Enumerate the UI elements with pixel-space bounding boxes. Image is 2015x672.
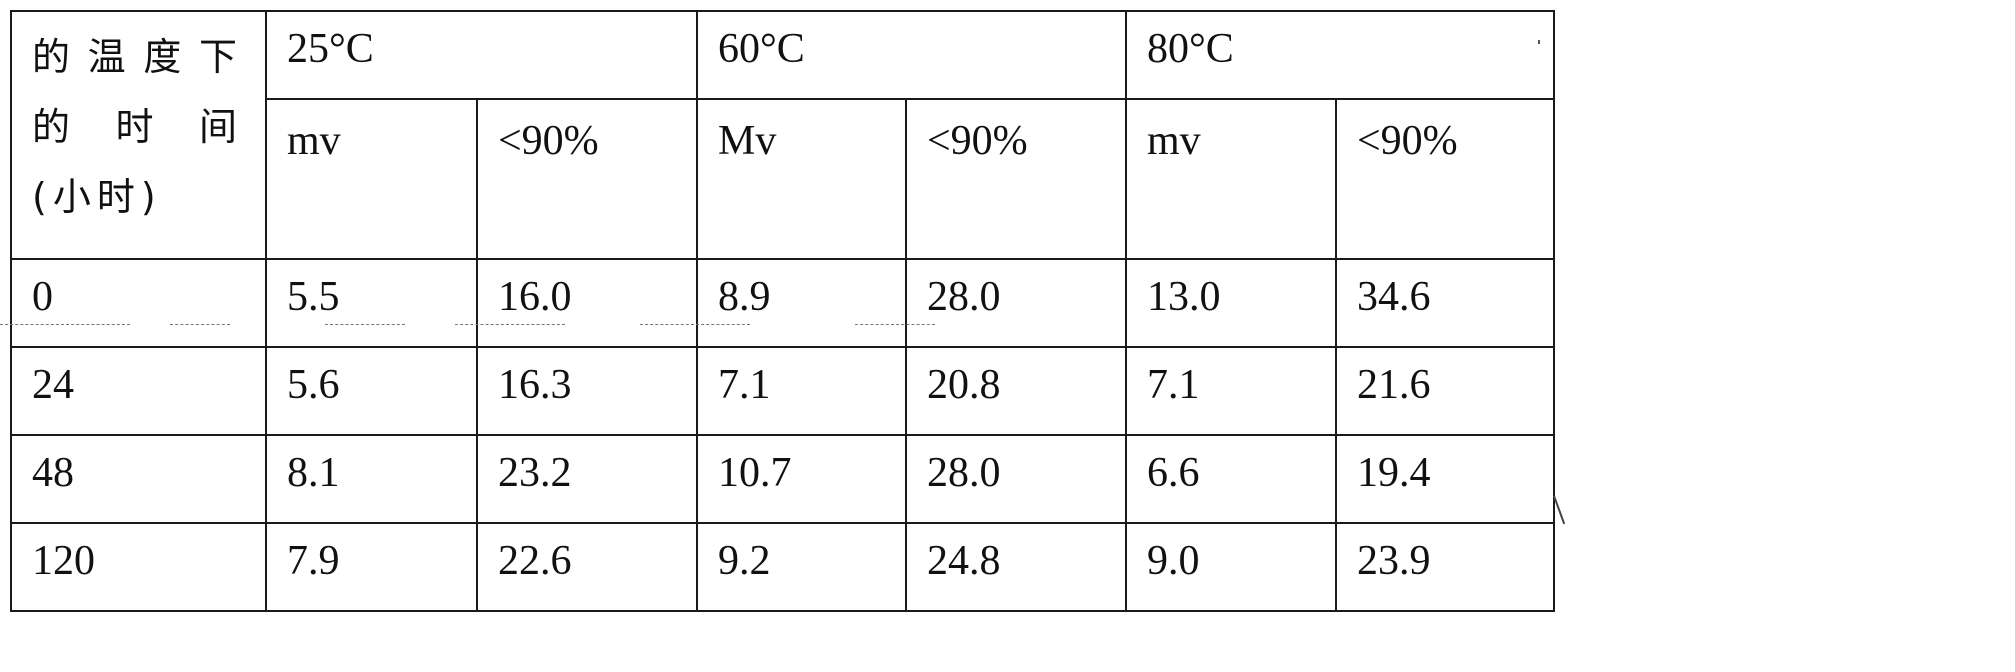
value-cell: 8.9 (697, 259, 906, 347)
scan-artifact-line (640, 324, 750, 325)
scan-artifact-line (325, 324, 405, 325)
table-row: 120 7.9 22.6 9.2 24.8 9.0 23.9 (11, 523, 1554, 611)
subheader-25c-mv: mv (266, 99, 477, 259)
value-cell: 34.6 (1336, 259, 1554, 347)
value-cell: 7.1 (1126, 347, 1336, 435)
value-cell: 7.9 (266, 523, 477, 611)
value-cell: 20.8 (906, 347, 1126, 435)
value-cell: 10.7 (697, 435, 906, 523)
value-cell: 5.6 (266, 347, 477, 435)
value-cell: 16.0 (477, 259, 697, 347)
value-cell: 8.1 (266, 435, 477, 523)
scan-artifact-dot (1538, 40, 1540, 44)
table-row: 24 5.6 16.3 7.1 20.8 7.1 21.6 (11, 347, 1554, 435)
stability-table: 的温度下 的 时 间 (小时) 25°C 60°C 80°C mv <90% M… (10, 10, 1555, 612)
row-header-line-1: 的温度下 (32, 22, 265, 92)
row-header-cell: 的温度下 的 时 间 (小时) (11, 11, 266, 259)
scan-artifact-line (455, 324, 565, 325)
table-row: 48 8.1 23.2 10.7 28.0 6.6 19.4 (11, 435, 1554, 523)
value-cell: 6.6 (1126, 435, 1336, 523)
value-cell: 21.6 (1336, 347, 1554, 435)
value-cell: 5.5 (266, 259, 477, 347)
temp-header-25c: 25°C (266, 11, 697, 99)
time-cell: 120 (11, 523, 266, 611)
header-row-temperature: 的温度下 的 时 间 (小时) 25°C 60°C 80°C (11, 11, 1554, 99)
subheader-60c-lt90: <90% (906, 99, 1126, 259)
scan-artifact-line (855, 324, 935, 325)
scan-artifact-line (170, 324, 230, 325)
scan-artifact-line (0, 324, 130, 325)
stability-table-container: 的温度下 的 时 间 (小时) 25°C 60°C 80°C mv <90% M… (10, 10, 1555, 612)
value-cell: 19.4 (1336, 435, 1554, 523)
time-cell: 24 (11, 347, 266, 435)
temp-header-60c: 60°C (697, 11, 1126, 99)
subheader-80c-mv: mv (1126, 99, 1336, 259)
row-header-line-2: 的 时 间 (32, 92, 265, 162)
value-cell: 28.0 (906, 435, 1126, 523)
value-cell: 28.0 (906, 259, 1126, 347)
value-cell: 16.3 (477, 347, 697, 435)
table-row: 0 5.5 16.0 8.9 28.0 13.0 34.6 (11, 259, 1554, 347)
subheader-80c-lt90: <90% (1336, 99, 1554, 259)
value-cell: 9.0 (1126, 523, 1336, 611)
value-cell: 23.2 (477, 435, 697, 523)
value-cell: 7.1 (697, 347, 906, 435)
value-cell: 23.9 (1336, 523, 1554, 611)
row-header-line-3: (小时) (32, 162, 265, 232)
value-cell: 22.6 (477, 523, 697, 611)
value-cell: 9.2 (697, 523, 906, 611)
time-cell: 48 (11, 435, 266, 523)
temp-header-80c: 80°C (1126, 11, 1554, 99)
value-cell: 24.8 (906, 523, 1126, 611)
time-cell: 0 (11, 259, 266, 347)
subheader-60c-mv: Mv (697, 99, 906, 259)
subheader-25c-lt90: <90% (477, 99, 697, 259)
value-cell: 13.0 (1126, 259, 1336, 347)
